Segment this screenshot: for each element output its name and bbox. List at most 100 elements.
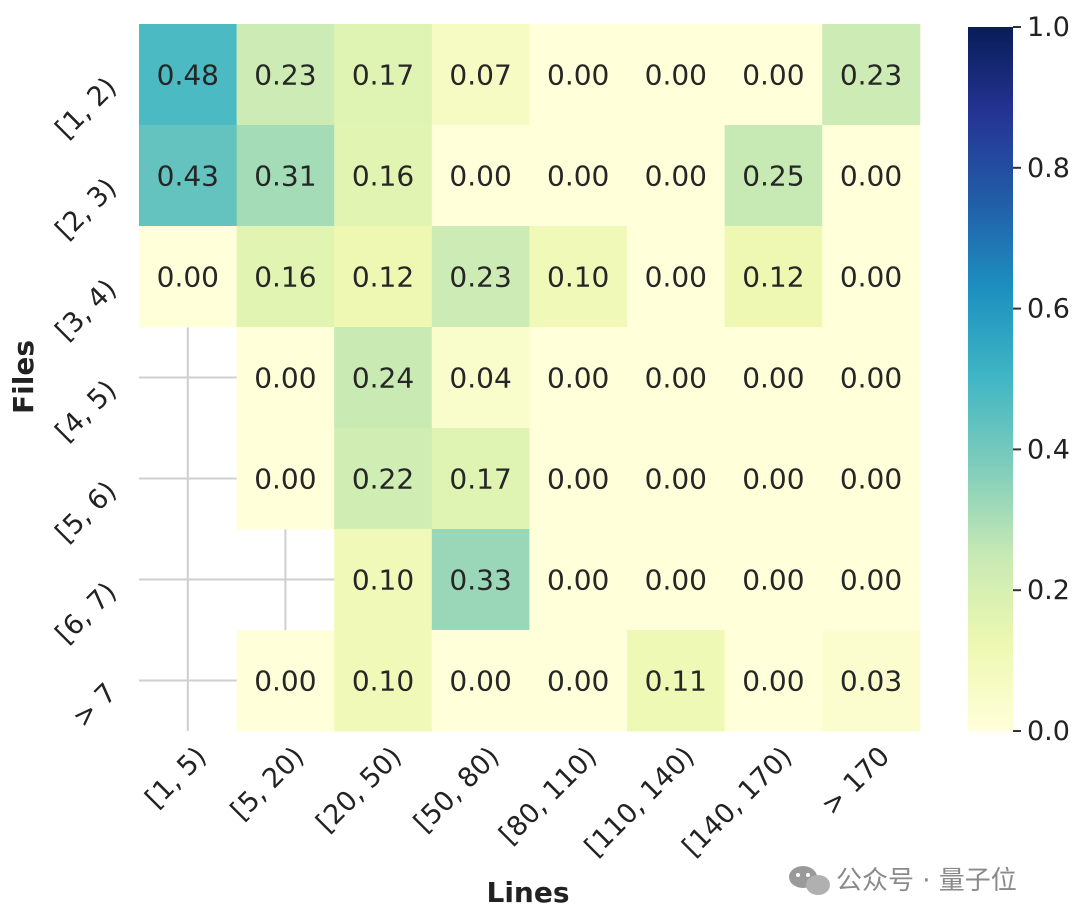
heatmap-cell <box>236 428 335 530</box>
cell-value-label: 0.10 <box>352 665 414 698</box>
heatmap-cell <box>431 428 530 530</box>
cell-value-label: 0.23 <box>254 59 316 92</box>
heatmap-cell <box>236 630 335 732</box>
cell-value-label: 0.22 <box>352 463 414 496</box>
heatmap-cell <box>822 226 921 328</box>
cell-value-label: 0.00 <box>742 564 804 597</box>
y-tick-labels: [1, 2) [2, 3) [3, 4) [4, 5) [5, 6) [6, 7) > 7 <box>50 72 123 734</box>
x-tick-label: [1, 5) <box>139 741 212 814</box>
heatmap-cell <box>139 226 238 328</box>
cell-value-label: 0.00 <box>157 261 219 294</box>
heatmap-cell <box>724 226 823 328</box>
heatmap-cell <box>822 428 921 530</box>
heatmap-cell <box>529 529 628 631</box>
heatmap-cell <box>139 125 238 227</box>
colorbar-tick-label: 0.0 <box>1027 716 1070 747</box>
cell-value-label: 0.00 <box>840 160 902 193</box>
heatmap-cells <box>139 24 921 732</box>
cell-value-label: 0.12 <box>742 261 804 294</box>
heatmap-cell <box>236 327 335 429</box>
y-tick-label: [5, 6) <box>50 476 123 549</box>
cell-value-label: 0.00 <box>547 59 609 92</box>
heatmap-cell <box>627 24 726 126</box>
heatmap-cell <box>529 428 628 530</box>
y-tick-label: > 7 <box>67 678 123 734</box>
heatmap-cell <box>529 125 628 227</box>
x-tick-label: [20, 50) <box>310 741 408 839</box>
heatmap-cell <box>236 125 335 227</box>
heatmap-cell <box>431 529 530 631</box>
heatmap-cell <box>529 327 628 429</box>
colorbar <box>968 27 1013 731</box>
cell-value-label: 0.00 <box>254 362 316 395</box>
heatmap-cell <box>529 630 628 732</box>
heatmap-cell <box>822 327 921 429</box>
cell-value-label: 0.33 <box>449 564 511 597</box>
heatmap-cell <box>431 125 530 227</box>
cell-labels: 0.48 0.23 0.17 0.07 0.00 0.00 0.00 0.23 0.43 0.31… <box>157 59 903 698</box>
cell-value-label: 0.00 <box>645 564 707 597</box>
colorbar-tick-label: 1.0 <box>1027 12 1070 43</box>
cell-value-label: 0.00 <box>645 362 707 395</box>
cell-value-label: 0.00 <box>547 362 609 395</box>
cell-value-label: 0.16 <box>254 261 316 294</box>
cell-value-label: 0.24 <box>352 362 414 395</box>
cell-value-label: 0.00 <box>547 463 609 496</box>
heatmap-cell <box>627 529 726 631</box>
cell-value-label: 0.17 <box>352 59 414 92</box>
heatmap-cell <box>236 226 335 328</box>
cell-value-label: 0.23 <box>840 59 902 92</box>
heatmap-cell <box>724 327 823 429</box>
watermark-text: 公众号 · 量子位 <box>836 866 1017 896</box>
cell-value-label: 0.07 <box>449 59 511 92</box>
cell-value-label: 0.00 <box>840 261 902 294</box>
heatmap-cell <box>627 327 726 429</box>
cell-value-label: 0.10 <box>547 261 609 294</box>
heatmap-cell <box>724 428 823 530</box>
cell-value-label: 0.00 <box>840 362 902 395</box>
heatmap-cell <box>724 529 823 631</box>
cell-value-label: 0.00 <box>547 665 609 698</box>
heatmap-cell <box>724 24 823 126</box>
heatmap-cell <box>334 428 433 530</box>
y-tick-label: [2, 3) <box>50 173 123 246</box>
heatmap-cell <box>529 226 628 328</box>
heatmap-cell <box>431 226 530 328</box>
colorbar-tick-label: 0.4 <box>1027 434 1070 465</box>
cell-value-label: 0.12 <box>352 261 414 294</box>
cell-value-label: 0.00 <box>547 564 609 597</box>
cell-value-label: 0.00 <box>254 665 316 698</box>
y-tick-label: [6, 7) <box>50 577 123 650</box>
heatmap-cell <box>822 125 921 227</box>
x-tick-label: > 170 <box>816 741 896 821</box>
cell-value-label: 0.00 <box>840 564 902 597</box>
cell-value-label: 0.03 <box>840 665 902 698</box>
cell-value-label: 0.04 <box>449 362 511 395</box>
heatmap-cell <box>822 630 921 732</box>
heatmap-cell <box>627 630 726 732</box>
heatmap-cell <box>236 24 335 126</box>
heatmap-cell <box>822 529 921 631</box>
y-tick-label: [4, 5) <box>50 375 123 448</box>
heatmap-cell <box>822 24 921 126</box>
cell-value-label: 0.31 <box>254 160 316 193</box>
cell-value-label: 0.00 <box>645 261 707 294</box>
heatmap-cell <box>334 327 433 429</box>
cell-value-label: 0.16 <box>352 160 414 193</box>
cell-value-label: 0.00 <box>449 160 511 193</box>
heatmap-cell <box>627 428 726 530</box>
heatmap-cell <box>334 630 433 732</box>
heatmap-cell <box>724 630 823 732</box>
cell-value-label: 0.00 <box>449 665 511 698</box>
watermark: 公众号 · 量子位 <box>789 866 1017 896</box>
cell-value-label: 0.25 <box>742 160 804 193</box>
cell-value-label: 0.00 <box>645 59 707 92</box>
heatmap-cell <box>627 226 726 328</box>
heatmap-cell <box>431 327 530 429</box>
cell-value-label: 0.17 <box>449 463 511 496</box>
x-tick-labels: [1, 5) [5, 20) [20, 50) [50, 80)[80, 110)[1… <box>139 741 895 863</box>
cell-value-label: 0.00 <box>742 59 804 92</box>
cell-value-label: 0.00 <box>645 160 707 193</box>
heatmap-cell <box>139 24 238 126</box>
